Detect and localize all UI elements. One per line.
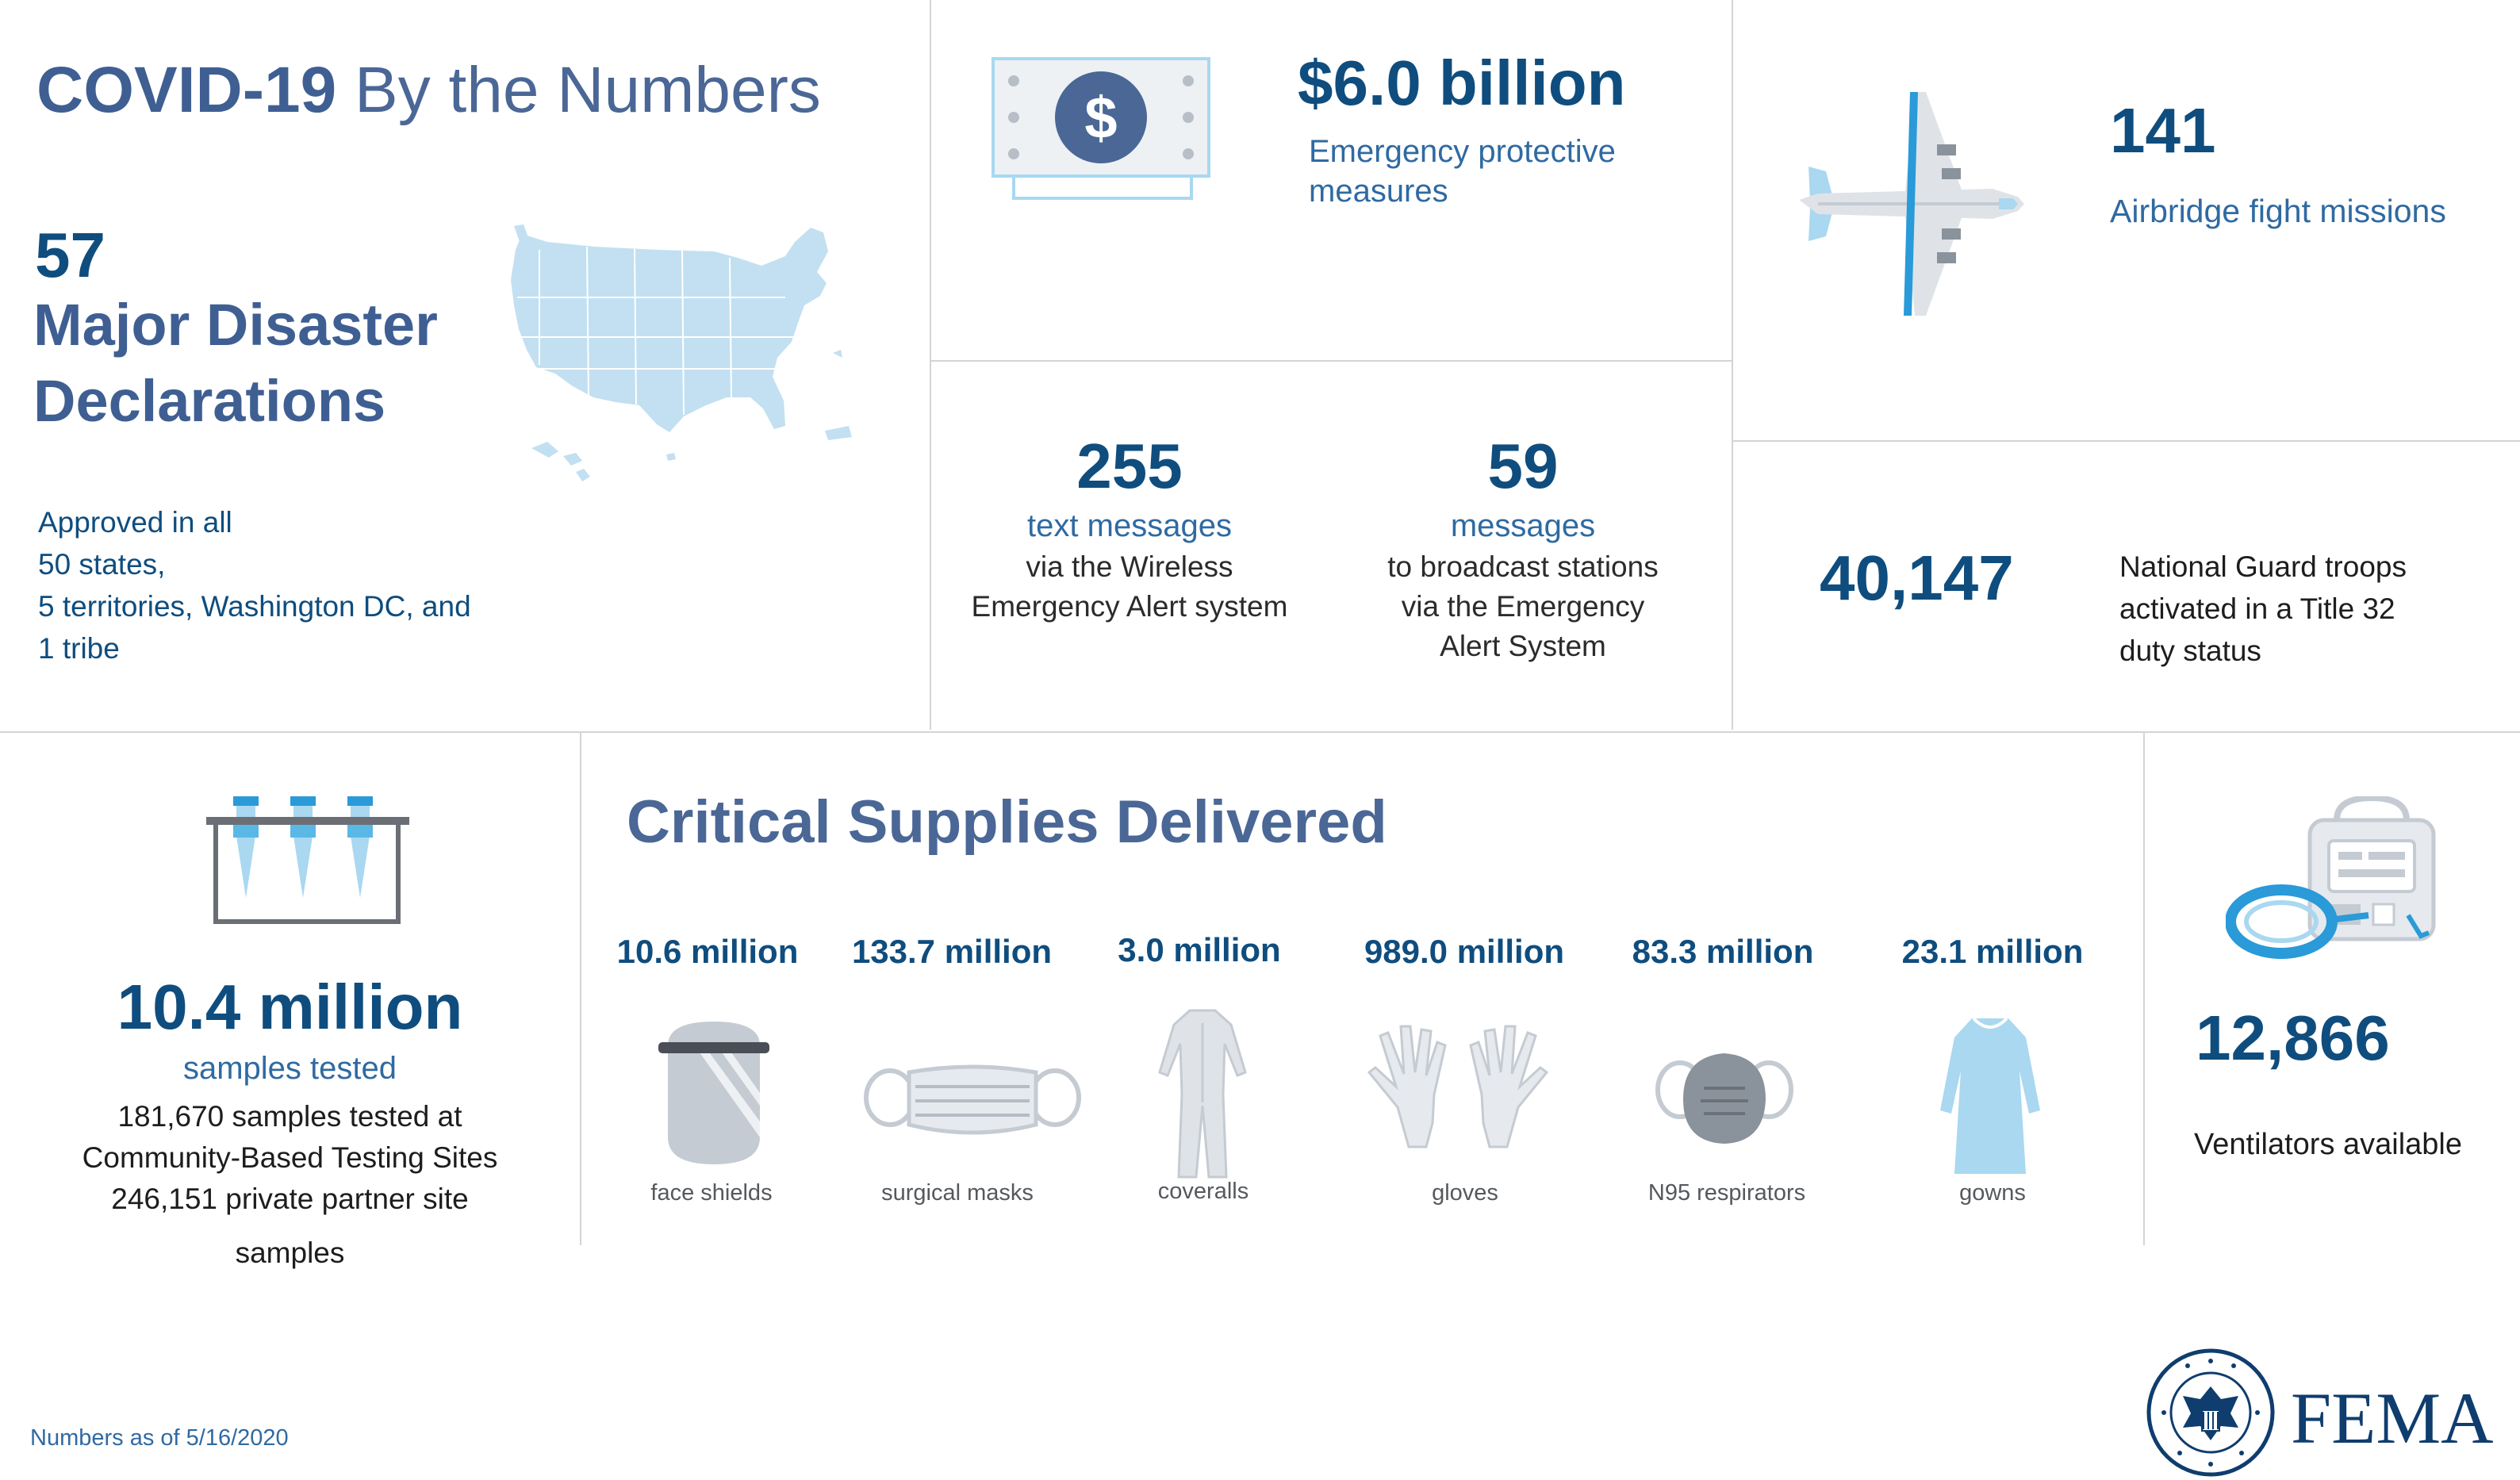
footer-note: Numbers as of 5/16/2020 <box>30 1425 289 1451</box>
ventilators-label: Ventilators available <box>2194 1128 2462 1161</box>
airbridge-count: 141 <box>2110 95 2216 166</box>
supply-amount: 3.0 million <box>1118 931 1281 968</box>
broadcast-label: messages <box>1450 508 1596 543</box>
supply-label: gloves <box>1432 1180 1498 1206</box>
disaster-label-line: Declarations <box>33 368 386 434</box>
face-shield-icon <box>658 1022 769 1164</box>
supply-amount: 10.6 million <box>616 933 799 970</box>
broadcast-detail: via the Emergency <box>1401 590 1645 623</box>
guard-line: duty status <box>2119 635 2261 667</box>
divider <box>580 733 581 1245</box>
coverall-icon <box>1158 1009 1247 1179</box>
supply-label: face shields <box>650 1180 773 1206</box>
dollar-bill-icon: $ <box>992 57 1210 200</box>
divider <box>930 0 931 730</box>
divider <box>1732 440 2520 442</box>
protective-line: Emergency protective <box>1309 134 1616 169</box>
divider <box>0 731 2520 733</box>
title-rest: By the Numbers <box>336 54 821 126</box>
ventilator-icon <box>2226 796 2436 959</box>
surgical-mask-icon <box>864 1064 1081 1135</box>
respirator-icon <box>1655 1053 1793 1144</box>
supply-amount: 989.0 million <box>1364 933 1565 970</box>
supplies-row: 10.6 million face shields 133.7 million … <box>589 928 2143 1229</box>
testing-label: samples tested <box>182 1051 397 1086</box>
divider <box>1732 0 1733 730</box>
us-map-icon <box>511 224 852 481</box>
text-messages-block: 255 text messages via the Wireless Emerg… <box>931 428 1328 627</box>
supplies-heading: Critical Supplies Delivered <box>627 788 1387 856</box>
supply-label: surgical masks <box>881 1180 1034 1206</box>
disaster-label: Major Disaster Declarations <box>33 287 438 439</box>
test-tubes-icon <box>206 796 409 924</box>
dhs-seal <box>2146 1348 2281 1480</box>
broadcast-block: 59 messages to broadcast stations via th… <box>1325 428 1721 666</box>
title-bold: COVID-19 <box>36 54 337 126</box>
svg-text:$: $ <box>1084 85 1117 151</box>
divider <box>2143 733 2145 1245</box>
guard-count: 40,147 <box>1820 543 2014 613</box>
testing-detail: samples <box>235 1237 345 1269</box>
protective-amount: $6.0 billion <box>1298 48 1626 118</box>
testing-detail: 181,670 samples tested at <box>117 1100 462 1133</box>
disaster-label-line: Major Disaster <box>33 292 438 358</box>
supply-item: 10.6 million <box>589 928 827 976</box>
guard-line: National Guard troops <box>2119 550 2407 583</box>
approved-line: 50 states, <box>38 548 166 581</box>
supply-item: 83.3 million <box>1604 928 1842 976</box>
airbridge-label: Airbridge fight missions <box>2110 193 2446 229</box>
supply-label: N95 respirators <box>1647 1180 1806 1206</box>
page-title: COVID-19 By the Numbers <box>36 52 821 128</box>
guard-line: activated in a Title 32 <box>2119 592 2395 625</box>
dhs-seal-icon <box>2146 1348 2275 1477</box>
text-messages-count: 255 <box>1076 431 1183 501</box>
supply-amount: 23.1 million <box>1901 933 2084 970</box>
disaster-count: 57 <box>35 220 105 290</box>
testing-block: 10.4 million samples tested 181,670 samp… <box>0 969 580 1274</box>
supply-item: 989.0 million <box>1337 928 1591 976</box>
testing-count: 10.4 million <box>117 972 463 1042</box>
airplane-icon <box>1799 92 2024 316</box>
supply-item: 133.7 million <box>833 928 1071 976</box>
supply-item: 3.0 million <box>1080 926 1318 974</box>
approved-line: 5 territories, Washington DC, and <box>38 590 471 623</box>
fema-logo-text: FEMA <box>2291 1378 2494 1459</box>
text-messages-label: text messages <box>1027 508 1232 543</box>
broadcast-detail: Alert System <box>1440 630 1606 662</box>
supply-amount: 133.7 million <box>851 933 1053 970</box>
supply-amount: 83.3 million <box>1632 933 1814 970</box>
approved-line: Approved in all <box>38 506 232 539</box>
broadcast-count: 59 <box>1487 431 1559 501</box>
supply-item: 23.1 million <box>1874 928 2112 976</box>
testing-detail: 246,151 private partner site <box>111 1183 469 1215</box>
protective-label: Emergency protective measures <box>1309 132 1616 211</box>
broadcast-detail: to broadcast stations <box>1387 550 1659 583</box>
disaster-approved: Approved in all 50 states, 5 territories… <box>38 501 471 669</box>
supply-label: gowns <box>1959 1180 2026 1206</box>
approved-line: 1 tribe <box>38 632 120 665</box>
protective-line: measures <box>1309 174 1448 209</box>
gloves-icon <box>1367 1025 1549 1148</box>
guard-label: National Guard troops activated in a Tit… <box>2119 546 2407 672</box>
gown-icon <box>1940 1017 2040 1174</box>
supply-label: coveralls <box>1157 1179 1249 1204</box>
divider <box>930 360 1732 362</box>
text-messages-detail: Emergency Alert system <box>971 590 1288 623</box>
text-messages-detail: via the Wireless <box>1026 550 1233 583</box>
ventilators-count: 12,866 <box>2196 1003 2390 1073</box>
testing-detail: Community-Based Testing Sites <box>82 1141 498 1174</box>
